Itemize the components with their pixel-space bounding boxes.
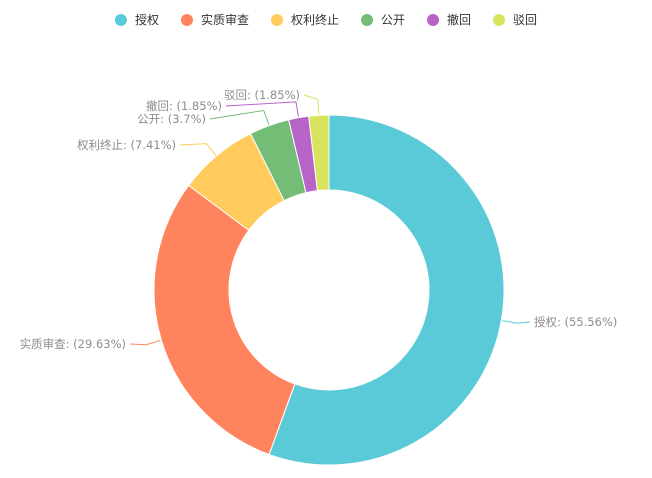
legend-label: 公开 xyxy=(381,13,405,27)
slice-4-label: 公开: (3.7%) xyxy=(137,112,206,126)
slice-2[interactable] xyxy=(153,184,296,456)
legend-marker xyxy=(180,14,193,26)
legend-item-1[interactable]: 授权 xyxy=(114,12,159,27)
slice-2-label: 实质审查: (29.63%) xyxy=(20,337,126,351)
legend-label: 权利终止 xyxy=(291,12,339,27)
legend-item-3[interactable]: 权利终止 xyxy=(270,12,339,27)
legend-item-6[interactable]: 驳回 xyxy=(493,13,537,27)
legend-item-5[interactable]: 撤回 xyxy=(427,12,471,27)
legend-item-2[interactable]: 实质审查 xyxy=(180,12,249,27)
slice-5-label: 撤回: (1.85%) xyxy=(146,99,222,113)
slice-labels: 授权: (55.56%) 实质审查: (29.63%) 权利终止: (7.41%) 公… xyxy=(20,88,618,351)
slice-2-leader-line xyxy=(129,339,161,346)
legend-label: 实质审查 xyxy=(201,12,249,27)
legend-label: 授权 xyxy=(135,12,159,27)
slice-1-label: 授权: (55.56%) xyxy=(534,315,617,329)
legend-label: 驳回 xyxy=(513,13,537,27)
legend-marker xyxy=(493,14,506,26)
legend-marker xyxy=(361,14,373,26)
legend-marker xyxy=(270,14,283,26)
legend-marker xyxy=(427,14,440,26)
legend-item-4[interactable]: 公开 xyxy=(361,13,405,27)
legend: 授权 实质审查 权利终止 公开 撤回 驳回 xyxy=(114,12,537,27)
slice-1[interactable] xyxy=(268,114,505,466)
slices xyxy=(153,114,505,466)
slice-1-leader-line xyxy=(502,320,531,324)
slice-3-label: 权利终止: (7.41%) xyxy=(77,138,176,152)
slice-3-leader-line xyxy=(179,143,217,156)
slice-6-leader-line xyxy=(303,94,320,115)
slice-6-label: 驳回: (1.85%) xyxy=(224,88,300,102)
legend-marker xyxy=(114,14,127,26)
slice-4-leader-line xyxy=(209,109,270,125)
legend-label: 撤回 xyxy=(447,12,471,27)
slice-6[interactable] xyxy=(308,114,330,192)
slice-5-leader-line xyxy=(225,101,299,117)
